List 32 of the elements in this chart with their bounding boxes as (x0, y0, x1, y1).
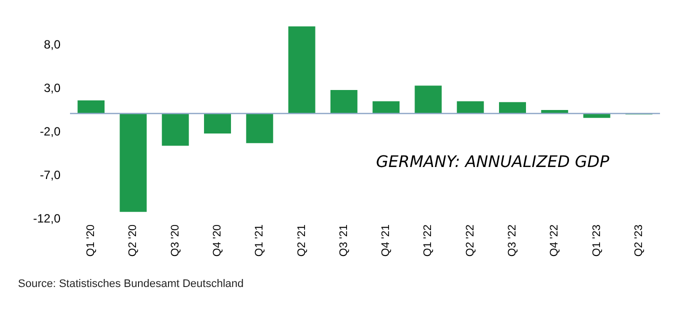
x-tick-label: Q3 '20 (169, 224, 182, 257)
bar (499, 102, 526, 114)
y-tick-label: 3,0 (44, 80, 61, 95)
y-tick-label: -12,0 (33, 212, 61, 226)
bar (372, 101, 400, 114)
x-tick-label: Q2 '21 (296, 224, 308, 257)
bar (204, 113, 231, 134)
x-tick-label: Q4 '20 (212, 224, 224, 257)
x-tick-label: Q3 '21 (338, 224, 350, 257)
x-tick-label: Q2 '23 (632, 224, 645, 257)
x-tick-label: Q4 '22 (548, 224, 561, 257)
x-tick-label: Q2 '22 (464, 224, 476, 257)
text: GERMANY: ANNUALIZED GDP (376, 152, 610, 171)
x-tick-label: Q3 '22 (506, 224, 518, 257)
x-tick-label: Q1 '21 (254, 224, 266, 257)
x-tick-label: Q1 '20 (85, 224, 98, 257)
bar (456, 101, 484, 114)
bar (162, 113, 189, 146)
bar (120, 113, 147, 212)
bar (330, 90, 358, 114)
bar (78, 100, 105, 114)
x-tick-label: Q1 '22 (422, 224, 434, 257)
y-tick-label: -2,0 (40, 124, 61, 138)
x-tick-label: Q2 '20 (127, 224, 140, 257)
bar (288, 26, 316, 114)
y-tick-label: -7,0 (40, 168, 61, 182)
bar (246, 113, 274, 144)
x-tick-label: Q4 '21 (380, 224, 392, 257)
bar (414, 86, 442, 114)
source-note: Source: Statistisches Bundesamt Deutschland (18, 278, 244, 290)
y-tick-label: 8,0 (44, 37, 61, 52)
x-tick-label: Q1 '23 (590, 224, 603, 257)
